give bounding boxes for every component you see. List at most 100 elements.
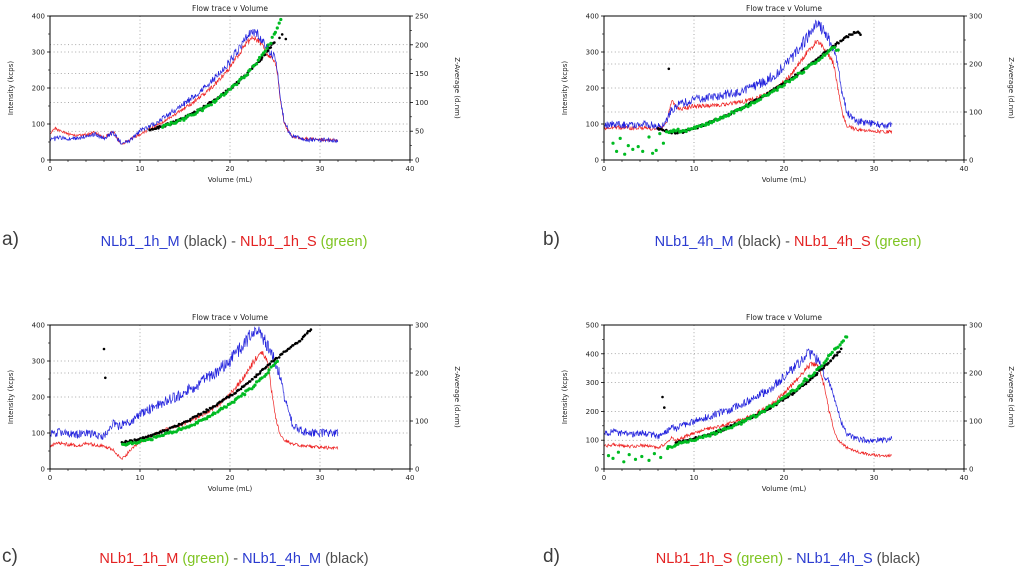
panel-letter-b: b) (543, 229, 560, 250)
caption-segment: NLb1_4h_S (796, 551, 873, 567)
caption-segment: NLb1_1h_M (99, 551, 179, 567)
caption-segment: NLb1_4h_M (654, 234, 734, 250)
caption-segment: - (229, 551, 243, 567)
svg-text:40: 40 (960, 165, 969, 173)
caption-segment: (green) (870, 234, 922, 250)
svg-text:0: 0 (415, 157, 419, 165)
panel-c: 0 100 200 300 400 0 100 200 300 0 10 20 30 40 Flow tra… (0, 289, 512, 579)
panel-d: 0 100 200 300 400 500 0 100 200 300 0 10 20 30 40 Flow … (512, 289, 1024, 579)
svg-text:Flow trace v Volume: Flow trace v Volume (746, 313, 822, 322)
svg-text:100: 100 (415, 99, 428, 107)
svg-text:0: 0 (602, 474, 606, 482)
svg-text:0: 0 (595, 466, 599, 474)
svg-text:100: 100 (969, 109, 982, 117)
svg-text:Intensity (kcps): Intensity (kcps) (7, 370, 15, 424)
caption-segment: (black) (321, 551, 369, 567)
svg-text:30: 30 (870, 474, 879, 482)
caption-segment: NLb1_1h_S (655, 551, 733, 567)
svg-text:Z-Average (d.nm): Z-Average (d.nm) (453, 366, 461, 428)
svg-text:10: 10 (690, 165, 699, 173)
panel-caption-b: NLb1_4h_M (black) - NLb1_4h_S (green) (655, 234, 922, 250)
svg-text:0: 0 (969, 157, 973, 165)
svg-text:0: 0 (41, 157, 45, 165)
svg-text:400: 400 (586, 13, 599, 21)
svg-text:10: 10 (690, 474, 699, 482)
svg-text:0: 0 (595, 157, 599, 165)
svg-text:250: 250 (415, 13, 428, 21)
panel-letter-a: a) (2, 229, 19, 250)
panel-a: 0 100 200 300 400 0 50 100 150 200 250 0 10 20 30 40 Flo… (0, 0, 512, 289)
caption-segment: (black) (733, 234, 782, 250)
svg-text:Flow trace v Volume: Flow trace v Volume (192, 4, 268, 13)
svg-text:Volume (mL): Volume (mL) (208, 176, 253, 184)
svg-text:20: 20 (226, 474, 235, 482)
caption-segment: NLb1_1h_S (240, 234, 317, 250)
svg-text:400: 400 (32, 13, 45, 21)
svg-text:30: 30 (316, 165, 325, 173)
svg-text:300: 300 (969, 13, 982, 21)
svg-text:40: 40 (960, 474, 969, 482)
svg-text:150: 150 (415, 70, 428, 78)
svg-text:20: 20 (226, 165, 235, 173)
svg-text:100: 100 (32, 430, 45, 438)
svg-text:40: 40 (406, 474, 415, 482)
chart-d: 0 100 200 300 400 500 0 100 200 300 0 10 20 30 40 Flow … (561, 313, 1015, 493)
svg-text:100: 100 (586, 121, 599, 129)
panel-letter-c: c) (2, 546, 18, 567)
caption-row-a: a) NLb1_1h_M (black) - NLb1_1h_S (green) (2, 229, 464, 250)
svg-text:400: 400 (586, 350, 599, 358)
caption-segment: (green) (316, 234, 368, 250)
svg-text:Flow trace v Volume: Flow trace v Volume (746, 4, 822, 13)
panel-caption-d: NLb1_1h_S (green) - NLb1_4h_S (black) (656, 551, 920, 567)
chart-a: 0 100 200 300 400 0 50 100 150 200 250 0 10 20 30 40 Flo… (7, 4, 461, 184)
svg-text:200: 200 (415, 370, 428, 378)
caption-segment: - (781, 234, 795, 250)
caption-row-d: d) NLb1_1h_S (green) - NLb1_4h_S (black) (543, 546, 1018, 567)
svg-text:20: 20 (780, 474, 789, 482)
panel-caption-c: NLb1_1h_M (green) - NLb1_4h_M (black) (99, 551, 368, 567)
svg-text:Intensity (kcps): Intensity (kcps) (561, 61, 569, 115)
caption-segment: - (227, 234, 241, 250)
svg-text:200: 200 (32, 85, 45, 93)
svg-text:Z-Average (d.nm): Z-Average (d.nm) (1007, 57, 1015, 119)
svg-text:30: 30 (316, 474, 325, 482)
caption-segment: NLb1_1h_M (100, 234, 180, 250)
svg-text:300: 300 (415, 322, 428, 330)
chart-c: 0 100 200 300 400 0 100 200 300 0 10 20 30 40 Flow tra… (7, 313, 461, 493)
panel-b: 0 100 200 300 400 0 100 200 300 0 10 20 30 40 Flow tra… (512, 0, 1024, 289)
caption-row-c: c) NLb1_1h_M (green) - NLb1_4h_M (black) (2, 546, 464, 567)
svg-text:10: 10 (136, 165, 145, 173)
svg-text:0: 0 (969, 466, 973, 474)
svg-text:200: 200 (586, 85, 599, 93)
svg-text:300: 300 (586, 379, 599, 387)
svg-text:300: 300 (969, 322, 982, 330)
caption-segment: NLb1_4h_M (242, 551, 322, 567)
svg-text:0: 0 (602, 165, 606, 173)
svg-text:0: 0 (415, 466, 419, 474)
svg-text:Intensity (kcps): Intensity (kcps) (561, 370, 569, 424)
svg-text:100: 100 (586, 437, 599, 445)
svg-text:100: 100 (32, 121, 45, 129)
svg-text:Volume (mL): Volume (mL) (762, 485, 807, 493)
svg-text:200: 200 (32, 394, 45, 402)
svg-text:0: 0 (48, 165, 52, 173)
caption-segment: (green) (732, 551, 784, 567)
svg-text:Volume (mL): Volume (mL) (208, 485, 253, 493)
svg-text:200: 200 (969, 61, 982, 69)
svg-text:Flow trace v Volume: Flow trace v Volume (192, 313, 268, 322)
caption-segment: - (783, 551, 797, 567)
svg-text:400: 400 (32, 322, 45, 330)
svg-text:40: 40 (406, 165, 415, 173)
svg-text:100: 100 (415, 418, 428, 426)
svg-text:200: 200 (415, 41, 428, 49)
caption-segment: NLb1_4h_S (794, 234, 871, 250)
svg-text:20: 20 (780, 165, 789, 173)
svg-text:200: 200 (586, 408, 599, 416)
chart-b: 0 100 200 300 400 0 100 200 300 0 10 20 30 40 Flow tra… (561, 4, 1015, 184)
caption-segment: (black) (872, 551, 921, 567)
svg-text:0: 0 (48, 474, 52, 482)
svg-text:500: 500 (586, 322, 599, 330)
svg-text:30: 30 (870, 165, 879, 173)
panel-caption-a: NLb1_1h_M (black) - NLb1_1h_S (green) (101, 234, 368, 250)
